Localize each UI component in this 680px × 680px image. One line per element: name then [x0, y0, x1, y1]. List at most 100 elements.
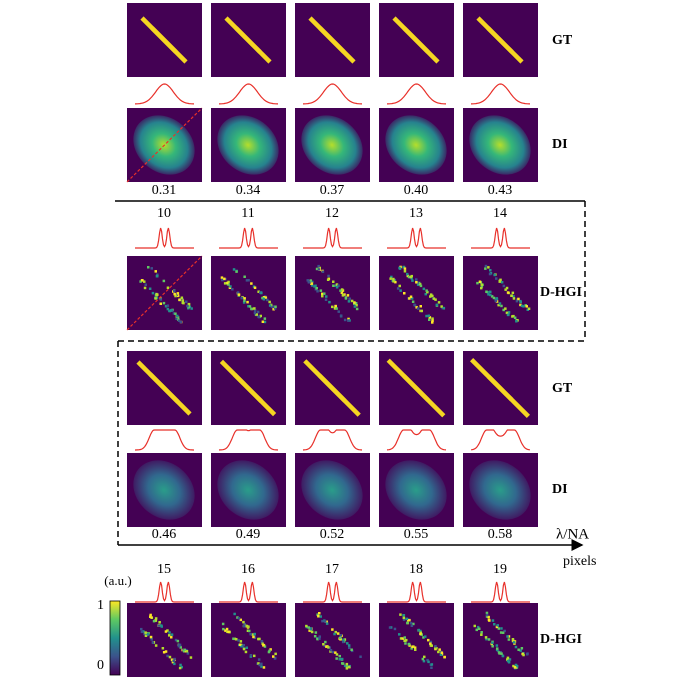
hgi-pixel	[317, 615, 320, 618]
di-blob	[133, 460, 195, 520]
hgi-pixel	[480, 285, 484, 288]
lambda-na-value: 0.40	[404, 183, 429, 198]
hgi-pixel	[500, 281, 504, 284]
hgi-pixel	[166, 304, 170, 307]
hgi-pixel	[413, 646, 417, 649]
hgi-pixel	[505, 286, 509, 290]
hgi-pixel	[323, 292, 326, 295]
hgi-pixel	[495, 277, 498, 280]
profile-curve	[387, 227, 446, 249]
hgi-pixel	[513, 316, 517, 319]
hgi-pixel	[485, 615, 489, 618]
hgi-pixel	[511, 291, 515, 295]
hgi-pixel	[487, 615, 490, 619]
hgi-pixel	[332, 280, 335, 283]
lambda-na-value: 0.43	[488, 183, 513, 198]
hgi-pixel	[421, 657, 425, 661]
hgi-pixel	[422, 659, 426, 663]
hgi-pixel	[443, 655, 446, 659]
hgi-pixel	[257, 637, 260, 641]
hgi-pixel	[221, 622, 225, 626]
hgi-pixel	[147, 266, 150, 269]
image-tile	[463, 256, 538, 330]
hgi-pixel	[340, 288, 344, 291]
hgi-pixel	[176, 639, 180, 643]
image-tile	[127, 603, 202, 677]
hgi-pixel	[180, 296, 184, 299]
hgi-pixel	[485, 290, 488, 293]
hgi-pixel	[519, 303, 522, 307]
hgi-pixel	[150, 267, 153, 270]
hgi-pixel	[173, 657, 176, 661]
hgi-pixel	[318, 612, 321, 615]
hgi-pixel	[247, 305, 250, 308]
hgi-pixel	[489, 293, 492, 297]
gt-bar	[234, 26, 272, 64]
hgi-pixel	[232, 637, 235, 640]
hgi-pixel	[247, 625, 250, 628]
hgi-pixel	[171, 660, 175, 664]
hgi-pixel	[222, 627, 225, 631]
hgi-pixel	[323, 644, 327, 647]
hgi-pixel	[221, 278, 224, 282]
cut-line	[126, 255, 203, 331]
hgi-pixel	[179, 646, 182, 649]
hgi-pixel	[144, 283, 147, 286]
hgi-pixel	[347, 319, 350, 322]
hgi-pixel	[255, 313, 258, 316]
hgi-pixel	[253, 636, 257, 639]
hgi-pixel	[159, 298, 163, 301]
hgi-pixel	[306, 279, 309, 282]
profile-curve	[303, 227, 362, 249]
pixel-value: 11	[241, 206, 254, 221]
hgi-pixel	[344, 297, 348, 300]
hgi-pixel	[164, 630, 168, 633]
hgi-pixel	[270, 305, 274, 308]
hgi-pixel	[325, 645, 328, 648]
hgi-pixel	[328, 646, 331, 649]
hgi-pixel	[307, 281, 311, 284]
profile-curve	[471, 581, 530, 603]
pixel-value: 10	[157, 206, 171, 221]
hgi-pixel	[258, 663, 261, 667]
hgi-pixel	[243, 275, 246, 278]
hgi-pixel	[339, 314, 343, 317]
hgi-pixel	[394, 280, 397, 284]
hgi-pixel	[355, 304, 358, 307]
hgi-pixel	[345, 667, 349, 670]
hgi-pixel	[257, 662, 260, 665]
profile-curve	[135, 429, 194, 451]
hgi-pixel	[506, 656, 510, 660]
hgi-pixel	[427, 314, 431, 317]
pixel-value: 15	[157, 562, 171, 577]
hgi-pixel	[399, 613, 402, 616]
hgi-pixel	[245, 279, 249, 282]
hgi-pixel	[507, 638, 511, 641]
hgi-pixel	[274, 652, 277, 656]
hgi-pixel	[441, 306, 444, 310]
hgi-pixel	[416, 307, 420, 310]
hgi-pixel	[515, 320, 518, 323]
hgi-pixel	[186, 652, 190, 655]
di-blob	[217, 115, 279, 175]
hgi-pixel	[166, 307, 170, 311]
hgi-pixel	[316, 613, 319, 616]
hgi-pixel	[239, 618, 242, 622]
hgi-pixel	[155, 275, 159, 278]
hgi-pixel	[339, 636, 342, 640]
hgi-pixel	[341, 662, 345, 665]
hgi-pixel	[310, 282, 314, 285]
hgi-pixel	[339, 634, 342, 637]
hgi-pixel	[348, 298, 351, 301]
hgi-pixel	[319, 289, 323, 292]
hgi-pixel	[186, 304, 189, 308]
hgi-pixel	[406, 272, 409, 276]
hgi-pixel	[408, 644, 411, 647]
hgi-pixel	[423, 655, 426, 659]
hgi-pixel	[146, 632, 149, 636]
hgi-pixel	[178, 298, 181, 302]
hgi-pixel	[324, 298, 328, 301]
hgi-pixel	[525, 305, 528, 308]
hgi-pixel	[331, 650, 335, 654]
hgi-pixel	[142, 630, 145, 633]
